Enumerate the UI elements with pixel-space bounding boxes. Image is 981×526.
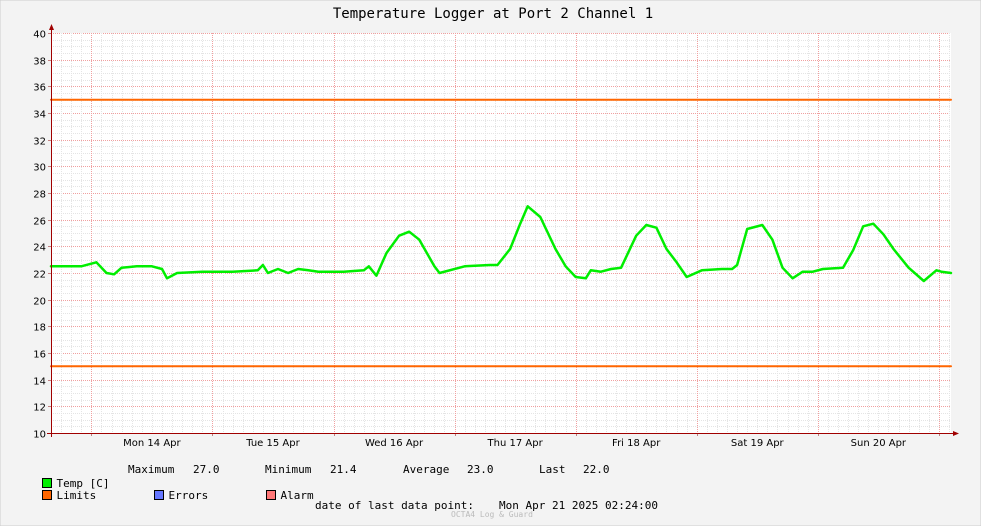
temp-label: Temp [C] [56,477,110,490]
alarm-swatch [265,490,276,500]
axis-layer: 10 12 14 16 18 20 22 24 26 28 30 32 34 36 38 40 Mon 14 A… [33,24,959,449]
average-value: 23.0 [467,463,494,476]
y-axis-arrow [49,24,54,30]
maximum-label: Maximum [128,463,175,476]
y-tick-label: 40 [33,30,46,41]
last-point-value: Mon Apr 21 2025 02:24:00 [499,499,658,512]
minimum-value: 21.4 [330,463,357,476]
x-tick-label: Thu 17 Apr [487,438,544,449]
maximum-value: 27.0 [193,463,220,476]
y-tick-label: 28 [33,190,46,201]
last-point-label: date of last data point: [315,499,474,512]
y-tick-label: 36 [33,83,46,94]
series-layer [49,98,953,368]
last-value: 22.0 [583,463,610,476]
alarm-label: Alarm [280,489,314,502]
limits-label: Limits [56,489,97,502]
y-tick-label: 16 [33,350,46,361]
x-tick-label: Mon 14 Apr [123,438,181,449]
x-axis-arrow [953,431,959,436]
legend-alarm: Alarm [239,475,314,502]
y-tick-label: 10 [33,430,46,441]
y-tick-label: 38 [33,57,46,68]
minimum-label: Minimum [265,463,312,476]
chart-title: Temperature Logger at Port 2 Channel 1 [333,6,653,22]
y-tick-label: 30 [33,163,46,174]
average-label: Average [403,463,450,476]
y-tick-label: 12 [33,403,46,414]
y-tick-label: 32 [33,137,46,148]
y-tick-label: 18 [33,323,46,334]
legend-limits: Limits [15,475,96,502]
watermark: OCTA4 Log & Guard [451,510,533,519]
x-tick-label: Sat 19 Apr [731,438,785,449]
last-label: Last [539,463,566,476]
legend-errors: Errors [127,475,208,502]
y-tick-label: 34 [33,110,46,121]
limits-swatch [41,490,52,500]
x-tick-label: Fri 18 Apr [612,438,661,449]
y-tick-label: 14 [33,377,46,388]
legend-temp: Temp [C] [15,463,109,490]
temperature-series-line [49,205,953,283]
y-tick-label: 26 [33,217,46,228]
temp-swatch [41,478,52,488]
y-tick-label: 22 [33,270,46,281]
grid-layer [51,33,951,433]
x-tick-label: Sun 20 Apr [851,438,907,449]
y-tick-label: 24 [33,243,46,254]
x-tick-label: Tue 15 Apr [245,438,300,449]
x-tick-label: Wed 16 Apr [365,438,424,449]
errors-swatch [153,490,164,500]
y-tick-label: 20 [33,297,46,308]
errors-label: Errors [168,489,209,502]
